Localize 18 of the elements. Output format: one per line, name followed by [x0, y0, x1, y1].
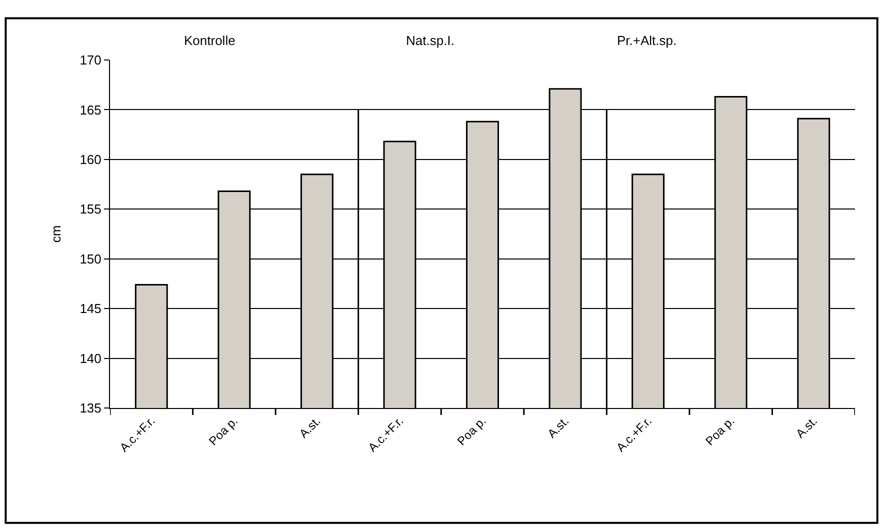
- y-tick-label: 165: [80, 102, 102, 118]
- y-tick-label: 150: [80, 251, 102, 266]
- text: Nat.sp.I.: [406, 33, 454, 48]
- y-tick-label: 160: [80, 152, 102, 167]
- x-tick-label: A.st.: [793, 414, 820, 441]
- y-tick-label: 140: [80, 350, 102, 366]
- y-tick-label: 170: [80, 52, 102, 68]
- text: Kontrolle: [184, 33, 236, 48]
- x-tick-label: Poa p.: [206, 414, 241, 448]
- y-tick-label: 155: [80, 202, 102, 217]
- y-tick-label: 145: [80, 301, 102, 316]
- text: Pr.+Alt.sp.: [617, 33, 677, 48]
- y-tick-label: 135: [80, 400, 102, 416]
- x-tick-label: A.st.: [544, 414, 572, 441]
- y-axis-title: cm: [48, 225, 64, 243]
- x-tick-label: Poa p.: [454, 414, 489, 448]
- x-tick-label: Poa p.: [702, 414, 738, 448]
- x-tick-label: A.st.: [296, 414, 324, 441]
